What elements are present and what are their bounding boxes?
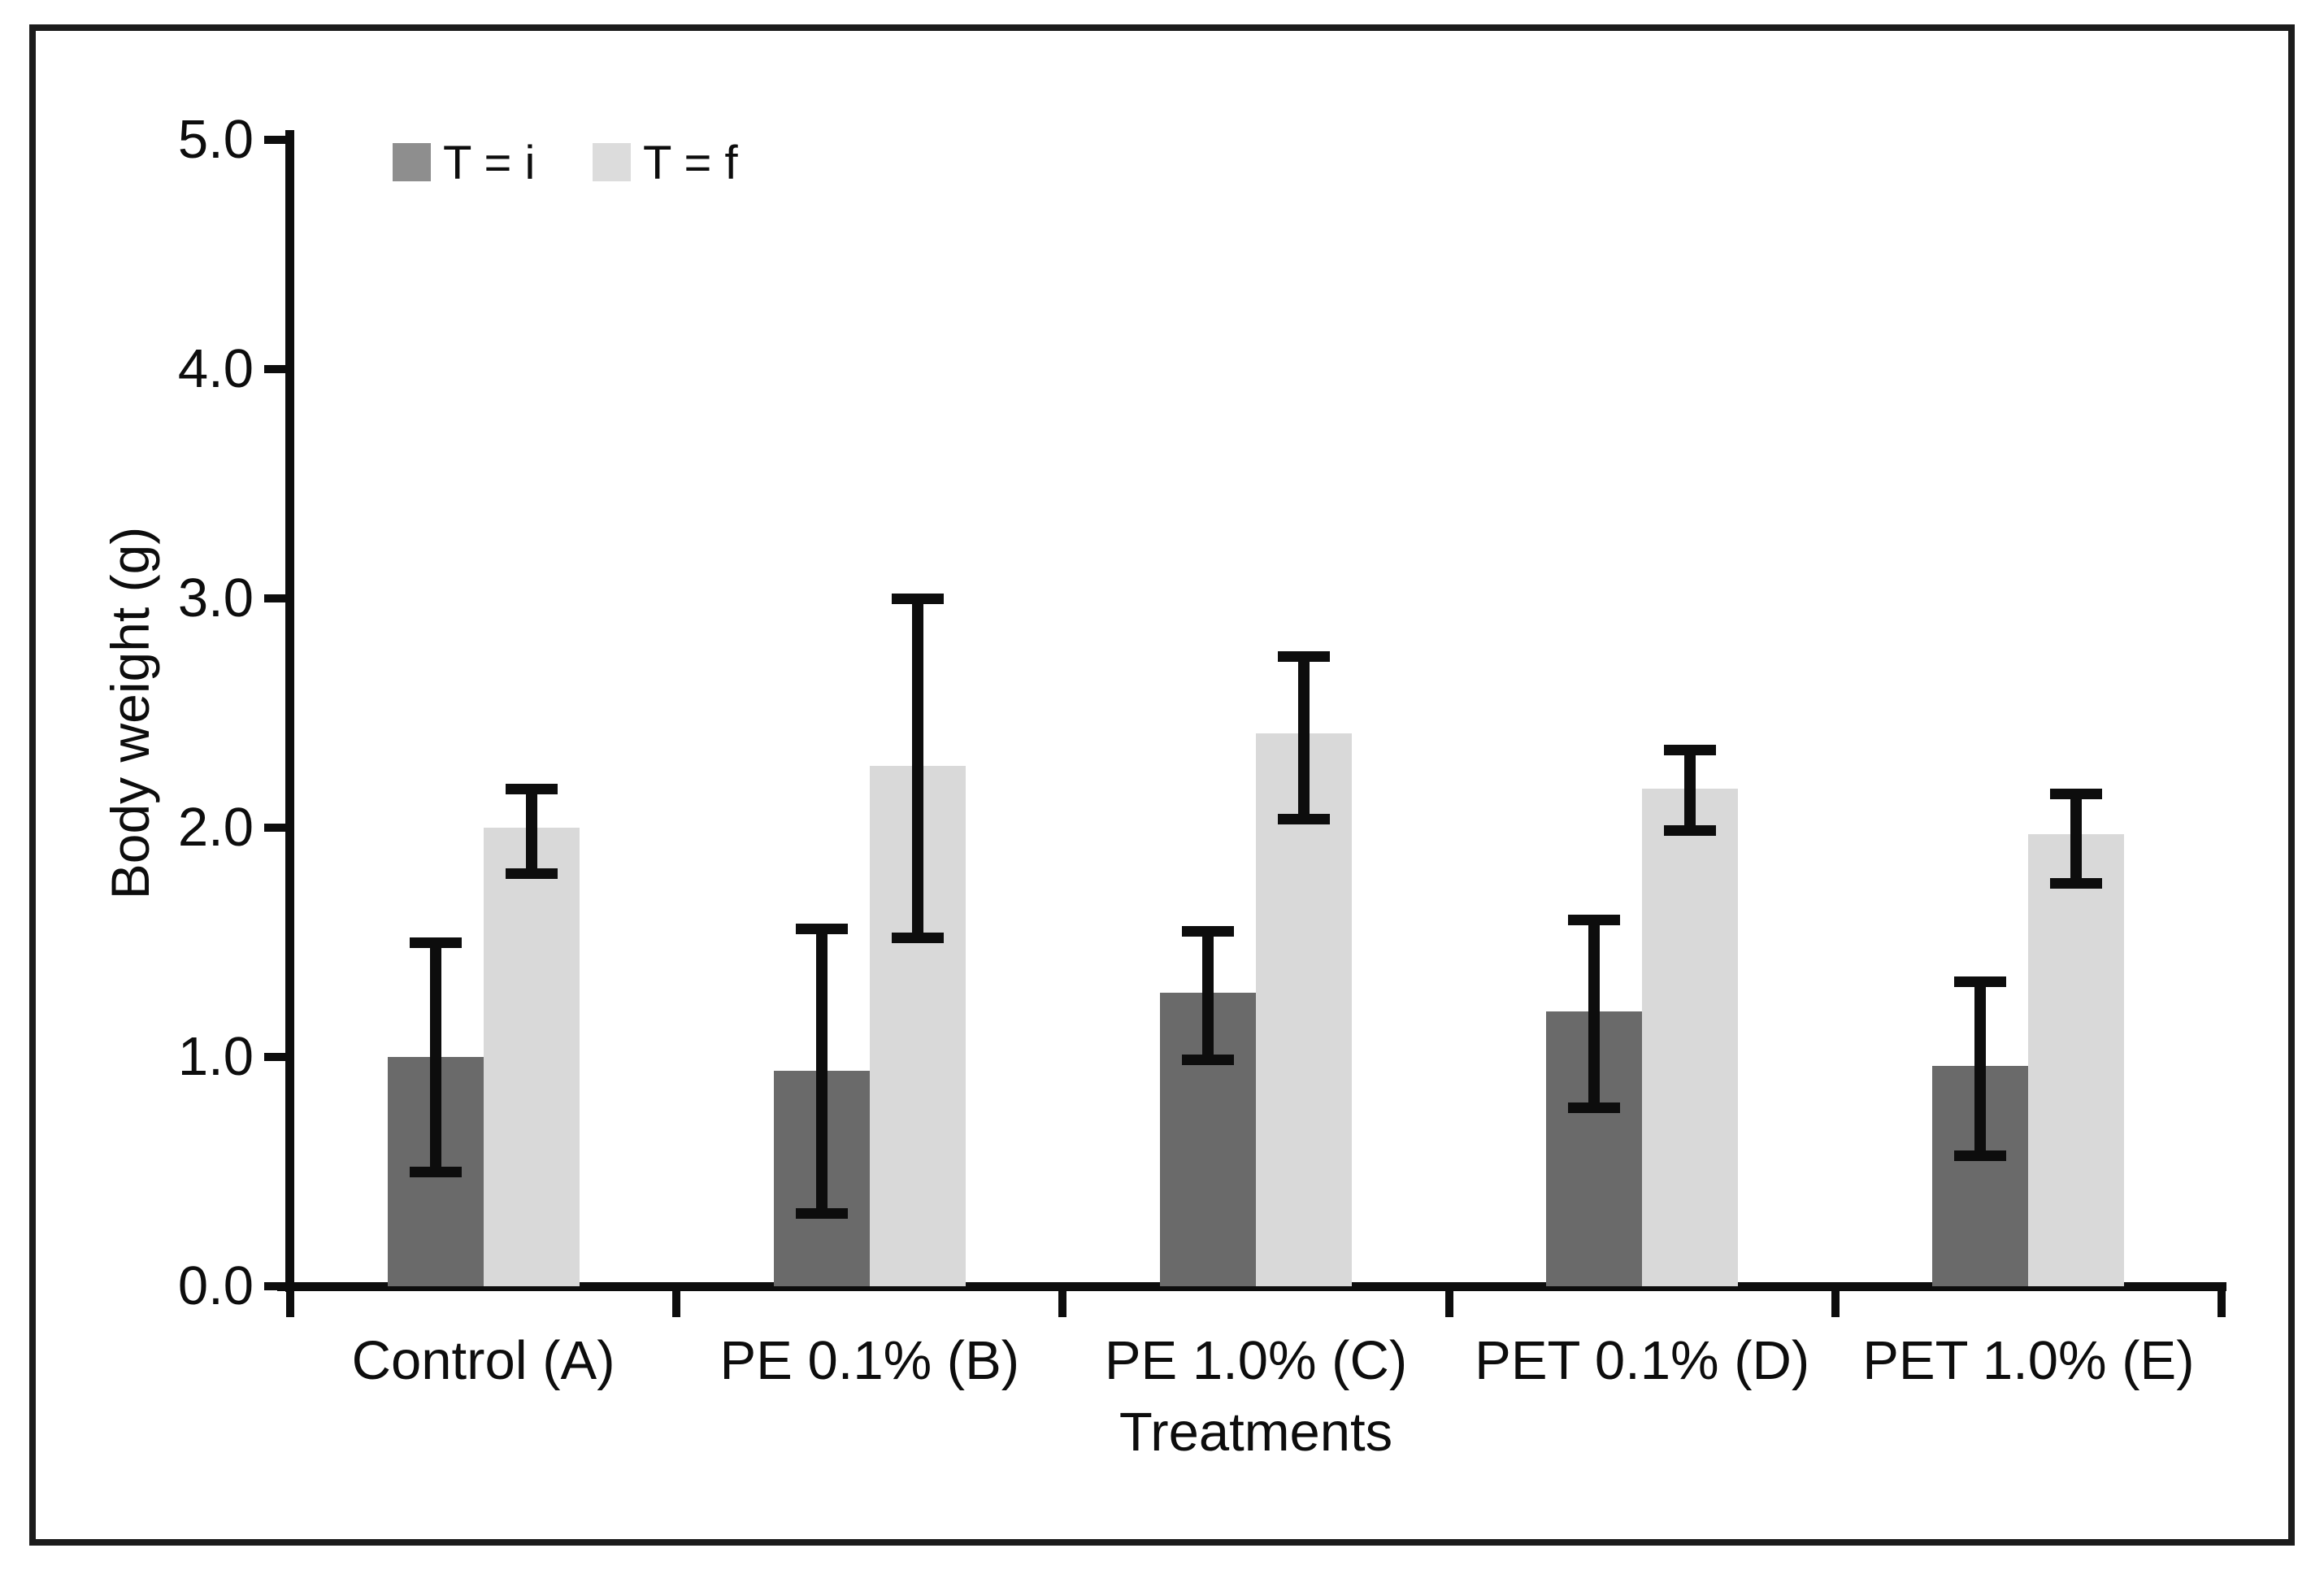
x-axis-line (277, 1282, 2226, 1291)
error-bar-cap (1278, 650, 1330, 662)
error-bar-cap (2050, 877, 2103, 889)
error-bar-cap (1568, 914, 1621, 925)
y-tick-label: 0.0 (177, 1255, 254, 1316)
y-tick (264, 136, 290, 144)
error-bar-cap (409, 1167, 462, 1177)
error-bar-line (1588, 919, 1601, 1108)
bar-Tf-4 (2028, 834, 2125, 1286)
y-tick-label: 4.0 (177, 338, 254, 399)
x-tick (1831, 1286, 1840, 1317)
category-label: Control (A) (351, 1330, 615, 1391)
error-bar-cap (1278, 813, 1330, 824)
error-bar-cap (795, 924, 848, 935)
x-tick (1058, 1286, 1067, 1317)
error-bar-line (2070, 793, 2083, 883)
y-tick (264, 1053, 290, 1061)
y-tick-label: 1.0 (177, 1026, 254, 1087)
x-axis-title: Treatments (1119, 1402, 1393, 1463)
error-bar-cap (795, 1207, 848, 1219)
error-bar-cap (1664, 824, 1717, 836)
error-bar-line (815, 929, 828, 1213)
error-bar-line (1202, 930, 1214, 1059)
error-bar-line (1974, 981, 1987, 1156)
error-bar-line (1298, 655, 1310, 819)
legend-label-t-f: T = f (643, 137, 738, 189)
error-bar-cap (2050, 788, 2103, 799)
y-tick-label: 3.0 (177, 568, 254, 628)
bar-Tf-3 (1642, 789, 1739, 1286)
error-bar-cap (505, 868, 558, 880)
y-axis-title: Body weight (g) (100, 526, 160, 900)
y-axis-line (285, 130, 294, 1292)
error-bar-cap (505, 784, 558, 795)
error-bar-cap (891, 933, 944, 944)
legend-label-t-i: T = i (443, 137, 536, 189)
x-tick (672, 1286, 681, 1317)
bar-Tf-0 (483, 828, 580, 1286)
error-bar-cap (1954, 976, 2007, 987)
error-bar-cap (1568, 1102, 1621, 1114)
error-bar-cap (1954, 1150, 2007, 1162)
error-bar-line (911, 598, 923, 938)
error-bar-cap (409, 937, 462, 948)
error-bar-cap (1182, 1054, 1234, 1065)
category-label: PE 1.0% (C) (1104, 1330, 1408, 1391)
y-tick-label: 2.0 (177, 797, 254, 858)
legend-swatch-t-f (593, 143, 631, 181)
category-label: PET 0.1% (D) (1475, 1330, 1810, 1391)
x-tick (1444, 1286, 1453, 1317)
y-tick (264, 1282, 290, 1290)
category-label: PET 1.0% (E) (1862, 1330, 2195, 1391)
x-tick (2218, 1286, 2226, 1317)
error-bar-cap (891, 594, 944, 604)
legend-swatch-t-i (393, 143, 431, 181)
error-bar-cap (1664, 745, 1717, 756)
error-bar-line (525, 789, 537, 874)
x-tick (286, 1286, 294, 1317)
error-bar-line (1684, 750, 1696, 830)
y-tick (264, 824, 290, 832)
y-tick-label: 5.0 (177, 109, 254, 170)
error-bar-line (429, 942, 441, 1172)
category-label: PE 0.1% (B) (719, 1330, 1020, 1391)
y-tick (264, 594, 290, 602)
figure-frame (29, 24, 2295, 1546)
error-bar-cap (1182, 925, 1234, 937)
y-tick (264, 365, 290, 373)
bar-Tf-2 (1256, 733, 1352, 1286)
